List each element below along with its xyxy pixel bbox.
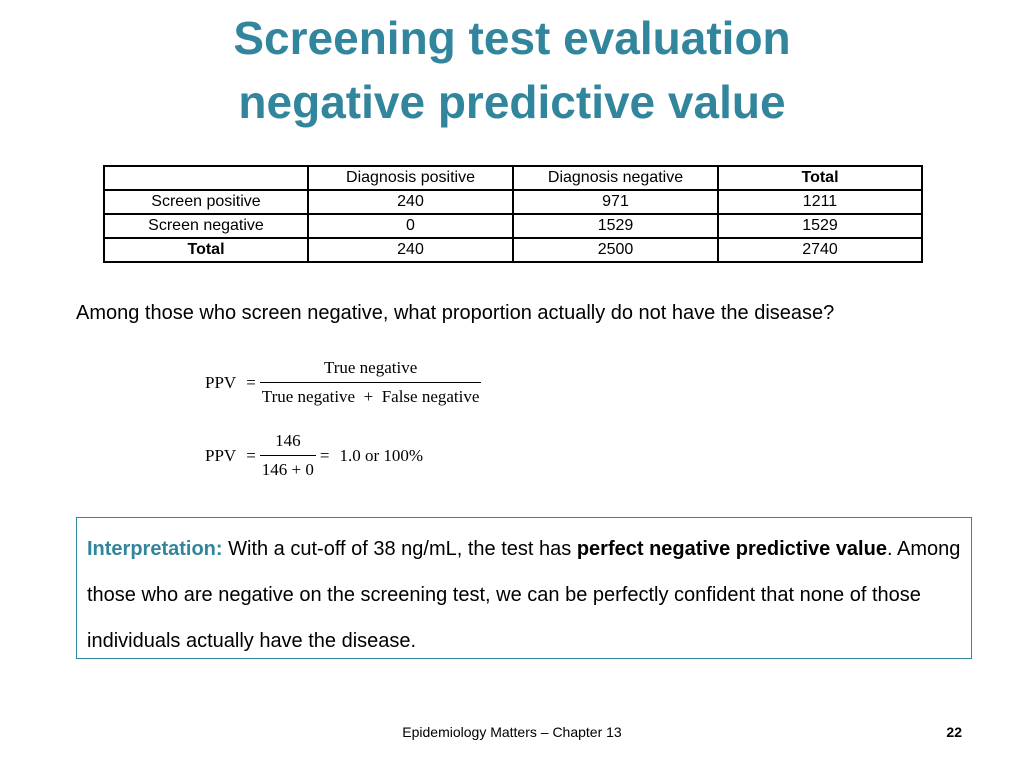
formula-numerator: True negative	[323, 358, 418, 377]
formula-equals: =	[319, 445, 330, 465]
table-cell: 0	[307, 213, 514, 239]
table-row-label: Total	[103, 237, 309, 263]
formula-lhs: PPV	[205, 445, 237, 465]
formula-denominator: True negative + False negative	[259, 382, 482, 407]
formula-equals: =	[246, 445, 256, 465]
footer-text: Epidemiology Matters – Chapter 13	[402, 724, 622, 740]
table-cell: 971	[512, 189, 719, 215]
formula-fraction: True negative True negative + False nega…	[259, 358, 482, 407]
slide-title: Screening test evaluation negative predi…	[0, 6, 1024, 134]
table-header-cell: Total	[717, 165, 923, 191]
ppv-formula-computed: PPV = 146 146 + 0 = 1.0 or 100%	[205, 431, 423, 480]
table-row-label: Screen positive	[103, 189, 309, 215]
table-cell: 2740	[717, 237, 923, 263]
formula-lhs: PPV	[205, 372, 237, 392]
ppv-formula-general: PPV = True negative True negative + Fals…	[205, 358, 482, 407]
formula-equals: =	[246, 372, 256, 392]
table-row-label: Screen negative	[103, 213, 309, 239]
formula-denominator: 146 + 0	[259, 455, 316, 480]
table-header-row: Diagnosis positive Diagnosis negative To…	[103, 165, 923, 191]
interpretation-text: . Among those who are negative on the sc…	[87, 538, 961, 652]
screening-table: Diagnosis positive Diagnosis negative To…	[103, 165, 923, 263]
formula-numerator: 146	[275, 431, 301, 450]
table-row: Total 240 2500 2740	[103, 237, 923, 263]
title-line-1: Screening test evaluation	[233, 12, 791, 64]
interpretation-bold-text: perfect negative predictive value	[576, 538, 887, 560]
table-row: Screen negative 0 1529 1529	[103, 213, 923, 239]
table-header-cell: Diagnosis positive	[307, 165, 514, 191]
title-line-2: negative predictive value	[238, 76, 786, 128]
interpretation-text: With a cut-off of 38 ng/mL, the test has	[222, 538, 577, 560]
table-cell: 1211	[717, 189, 923, 215]
table-header-cell	[103, 165, 309, 191]
formula-fraction: 146 146 + 0	[259, 431, 316, 480]
table-row: Screen positive 240 971 1211	[103, 189, 923, 215]
table-cell: 240	[307, 189, 514, 215]
table-cell: 1529	[512, 213, 719, 239]
table-cell: 2500	[512, 237, 719, 263]
interpretation-box: Interpretation: With a cut-off of 38 ng/…	[76, 517, 972, 659]
interpretation-label: Interpretation:	[87, 538, 223, 560]
page-number: 22	[946, 724, 962, 740]
table-cell: 1529	[717, 213, 923, 239]
question-text: Among those who screen negative, what pr…	[76, 302, 835, 324]
formula-result: 1.0 or 100%	[339, 445, 424, 465]
table-cell: 240	[307, 237, 514, 263]
table-header-cell: Diagnosis negative	[512, 165, 719, 191]
